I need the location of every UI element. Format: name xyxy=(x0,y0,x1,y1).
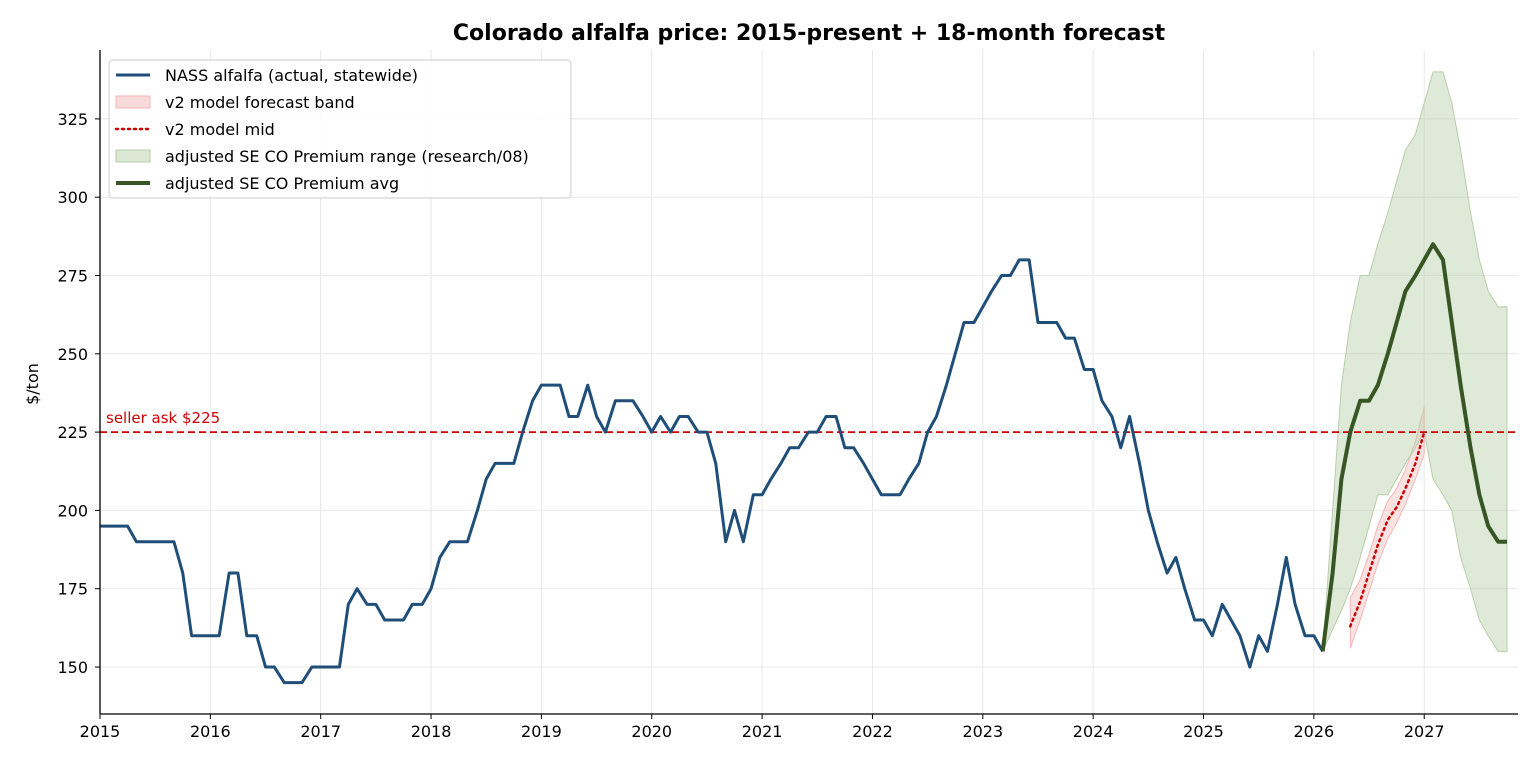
legend-label: adjusted SE CO Premium avg xyxy=(165,174,399,193)
y-tick-label: 300 xyxy=(57,188,88,207)
y-tick-label: 250 xyxy=(57,345,88,364)
legend-label: v2 model mid xyxy=(165,120,275,139)
legend-swatch xyxy=(115,149,151,163)
y-tick-label: 175 xyxy=(57,580,88,599)
x-tick-label: 2020 xyxy=(631,722,672,741)
legend-box xyxy=(108,59,572,199)
model-mid-line xyxy=(1349,430,1426,628)
chart-title: Colorado alfalfa price: 2015-present + 1… xyxy=(453,21,1166,46)
x-tick-label: 2019 xyxy=(521,722,562,741)
y-tick-label: 225 xyxy=(57,423,88,442)
y-tick-label: 275 xyxy=(57,267,88,286)
x-tick-label: 2015 xyxy=(80,722,121,741)
x-tick-label: 2018 xyxy=(411,722,452,741)
y-tick-label: 200 xyxy=(57,501,88,520)
y-tick-label: 325 xyxy=(57,110,88,129)
legend-label: v2 model forecast band xyxy=(165,93,355,112)
seller-ask-label: seller ask $225 xyxy=(106,409,220,427)
nass-actual-line xyxy=(100,258,1324,685)
legend-swatch xyxy=(115,95,151,109)
forecast-bands xyxy=(1322,71,1508,652)
legend-label: adjusted SE CO Premium range (research/0… xyxy=(165,147,529,166)
axes: 2015 2016 2017 2018 2019 2020 2021 2022 2023 2024… xyxy=(57,50,1518,741)
model-forecast-band xyxy=(1349,406,1425,649)
premium-range-band xyxy=(1322,71,1508,652)
x-tick-label: 2021 xyxy=(742,722,783,741)
x-tick-label: 2022 xyxy=(852,722,893,741)
x-tick-label: 2016 xyxy=(190,722,231,741)
premium-avg-line xyxy=(1320,242,1507,652)
legend-label: NASS alfalfa (actual, statewide) xyxy=(165,66,418,85)
x-tick-label: 2023 xyxy=(962,722,1003,741)
legend: NASS alfalfa (actual, statewide) v2 model… xyxy=(108,59,572,199)
y-axis-label: $/ton xyxy=(23,363,42,405)
x-tick-label: 2025 xyxy=(1183,722,1224,741)
x-tick-label: 2027 xyxy=(1404,722,1445,741)
x-tick-label: 2017 xyxy=(300,722,341,741)
x-tick-label: 2024 xyxy=(1073,722,1114,741)
y-tick-label: 150 xyxy=(57,658,88,677)
series-lines xyxy=(100,242,1507,685)
x-tick-label: 2026 xyxy=(1293,722,1334,741)
